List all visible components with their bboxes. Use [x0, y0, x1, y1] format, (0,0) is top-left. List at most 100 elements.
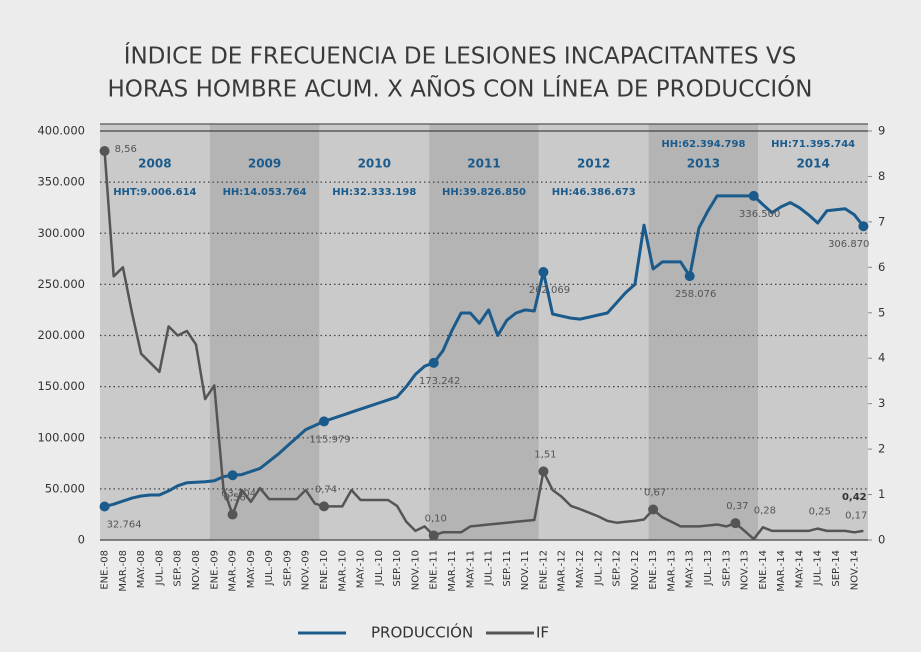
y2-tick-label: 9: [878, 124, 885, 138]
value-label: 1,51: [534, 449, 556, 460]
x-tick-label: ENE.-09: [209, 550, 220, 590]
value-label: 173.242: [419, 376, 460, 387]
x-tick-label: ENE.-12: [538, 550, 549, 590]
x-tick-label: MAR.-12: [557, 550, 568, 592]
x-tick-label: MAY.-14: [794, 550, 805, 588]
year-band: [429, 124, 539, 540]
point-marker: [538, 267, 549, 278]
y2-tick-label: 0: [878, 533, 885, 547]
band-year: 2013: [687, 157, 720, 171]
point-marker: [748, 190, 759, 201]
x-tick-label: JUL.-14: [813, 550, 824, 586]
point-marker: [428, 357, 439, 368]
value-label: 32.764: [107, 519, 142, 530]
x-tick-label: JUL.-11: [484, 550, 495, 586]
y-tick-label: 250.000: [37, 277, 85, 291]
y-tick-label: 0: [78, 533, 85, 547]
y2-tick-label: 1: [878, 487, 885, 501]
legend-label: IF: [536, 624, 549, 642]
y2-tick-label: 2: [878, 442, 885, 456]
year-band: [100, 124, 210, 540]
x-tick-label: SEP.-14: [831, 550, 842, 587]
x-tick-label: MAR.-09: [228, 550, 239, 592]
x-tick-label: MAR.-14: [776, 550, 787, 592]
point-marker: [227, 470, 238, 481]
y-tick-label: 150.000: [37, 379, 85, 393]
value-label: 63.304: [221, 488, 256, 499]
y-tick-label: 200.000: [37, 328, 85, 342]
value-label: 0,17: [845, 510, 867, 521]
x-tick-label: JUL.-12: [593, 550, 604, 586]
band-year: 2010: [358, 157, 391, 171]
point-marker: [858, 221, 869, 232]
value-label: 258.076: [675, 289, 716, 300]
band-year: 2008: [138, 157, 171, 171]
y2-tick-label: 6: [878, 260, 885, 274]
point-marker: [730, 518, 741, 529]
x-tick-label: MAY.-09: [246, 550, 257, 588]
point-marker: [227, 509, 238, 520]
value-label: 0,28: [754, 505, 776, 516]
x-tick-label: NOV.-09: [301, 550, 312, 590]
value-label: 306.870: [828, 239, 869, 250]
band-year: 2009: [248, 157, 281, 171]
value-label: 0,37: [726, 501, 748, 512]
x-tick-label: NOV.-14: [849, 550, 860, 590]
x-tick-label: ENE.-11: [429, 550, 440, 590]
x-tick-label: SEP.-11: [502, 550, 513, 587]
band-year: 2014: [796, 157, 829, 171]
x-tick-label: ENE.-14: [758, 550, 769, 590]
band-year: 2012: [577, 157, 610, 171]
y2-tick-label: 8: [878, 169, 885, 183]
chart-title: ÍNDICE DE FRECUENCIA DE LESIONES INCAPAC…: [124, 42, 797, 70]
band-hh: HH:39.826.850: [442, 187, 526, 198]
x-tick-label: MAR.-08: [118, 550, 129, 592]
y-tick-label: 400.000: [37, 124, 85, 138]
year-band: [319, 124, 430, 540]
band-hh: HH:32.333.198: [332, 187, 416, 198]
value-label: 0,56: [223, 493, 245, 504]
x-tick-label: MAY.-08: [136, 550, 147, 588]
y2-tick-label: 4: [878, 351, 885, 365]
x-tick-label: NOV.-12: [630, 550, 641, 590]
year-band: [209, 124, 320, 540]
band-hh: HH:62.394.798: [661, 139, 745, 150]
point-marker: [319, 416, 329, 427]
point-marker: [99, 145, 110, 156]
x-tick-label: JUL.-09: [264, 550, 275, 586]
point-marker: [684, 271, 695, 282]
x-tick-label: NOV.-08: [191, 550, 202, 590]
value-label: 0,67: [644, 488, 666, 499]
x-tick-label: SEP.-08: [173, 550, 184, 587]
annotation: 0,42: [842, 492, 867, 503]
chart-title: HORAS HOMBRE ACUM. X AÑOS CON LÍNEA DE P…: [108, 75, 813, 103]
value-label: 0,74: [315, 484, 337, 495]
band-hh: HHT:9.006.614: [113, 187, 196, 198]
y2-tick-label: 5: [878, 305, 885, 319]
y-tick-label: 300.000: [37, 226, 85, 240]
x-tick-label: MAR.-13: [666, 550, 677, 592]
x-tick-label: MAR.-10: [337, 550, 348, 592]
band-hh: HH:71.395.744: [771, 139, 855, 150]
point-marker: [319, 501, 329, 512]
band-year: 2011: [467, 157, 500, 171]
y-tick-label: 100.000: [37, 430, 85, 444]
x-tick-label: JUL.-10: [374, 550, 385, 586]
x-tick-label: SEP.-10: [392, 550, 403, 587]
x-tick-label: MAY.-10: [356, 550, 367, 588]
x-tick-label: MAY.-13: [685, 550, 696, 588]
point-marker: [648, 504, 659, 515]
x-tick-label: NOV.-13: [740, 550, 751, 590]
x-tick-label: MAY.-11: [465, 550, 476, 588]
value-label: 262.069: [529, 285, 570, 296]
year-band: [758, 124, 868, 540]
x-tick-label: ENE.-08: [100, 550, 111, 590]
year-band: [648, 124, 759, 540]
x-tick-label: JUL.-13: [703, 550, 714, 586]
legend-label: PRODUCCIÓN: [371, 623, 473, 642]
x-tick-label: SEP.-09: [282, 550, 293, 587]
value-label: 115.979: [309, 434, 350, 445]
value-label: 0,25: [809, 507, 831, 518]
x-tick-label: MAR.-11: [447, 550, 458, 592]
y2-tick-label: 3: [878, 396, 885, 410]
